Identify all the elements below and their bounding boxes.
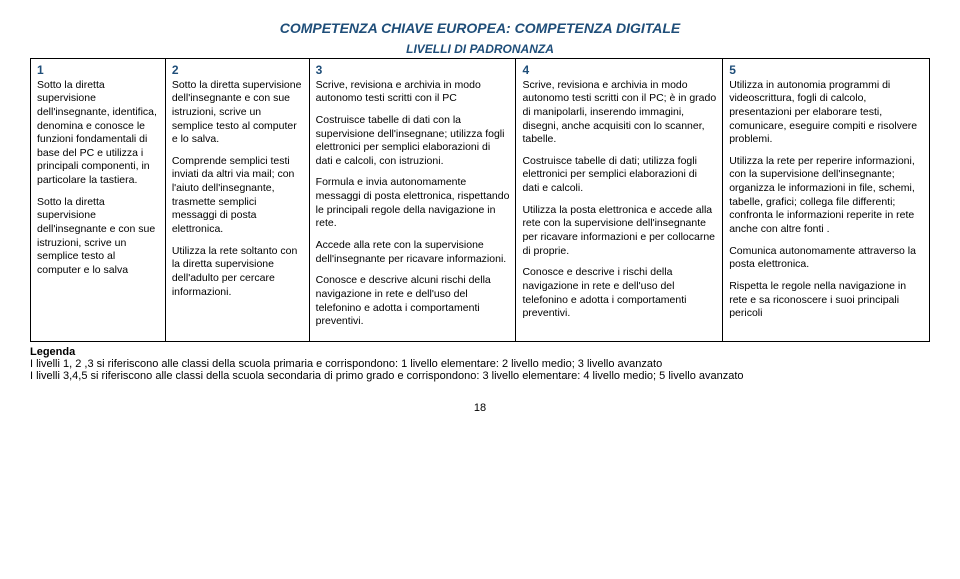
legend-line: I livelli 3,4,5 si riferiscono alle clas… [30,370,930,382]
paragraph: Accede alla rete con la supervisione del… [316,239,510,266]
page-title: COMPETENZA CHIAVE EUROPEA: COMPETENZA DI… [30,20,930,36]
paragraph: Conosce e descrive alcuni rischi della n… [316,274,510,329]
paragraph: Costruisce tabelle di dati; utilizza fog… [522,155,716,196]
cell-level-4: 4 Scrive, revisiona e archivia in modo a… [516,59,723,342]
paragraph: Conosce e descrive i rischi della naviga… [522,266,716,321]
paragraph: Utilizza la rete soltanto con la diretta… [172,245,303,300]
paragraph: Sotto la diretta supervisione dell'inseg… [172,79,303,147]
cell-level-1: 1 Sotto la diretta supervisione dell'ins… [31,59,166,342]
level-number: 4 [522,63,716,79]
legend-label: Legenda [30,346,930,358]
paragraph: Sotto la diretta supervisione dell'inseg… [37,79,159,188]
legend: Legenda I livelli 1, 2 ,3 si riferiscono… [30,346,930,382]
paragraph: Costruisce tabelle di dati con la superv… [316,114,510,169]
paragraph: Comprende semplici testi inviati da altr… [172,155,303,237]
paragraph: Utilizza in autonomia programmi di video… [729,79,923,147]
level-number: 5 [729,63,923,79]
paragraph: Scrive, revisiona e archivia in modo aut… [522,79,716,147]
cell-level-3: 3 Scrive, revisiona e archivia in modo a… [309,59,516,342]
paragraph: Formula e invia autonomamente messaggi d… [316,176,510,231]
legend-line: I livelli 1, 2 ,3 si riferiscono alle cl… [30,358,930,370]
level-number: 1 [37,63,159,79]
sub-title: LIVELLI DI PADRONANZA [30,42,930,56]
cell-level-2: 2 Sotto la diretta supervisione dell'ins… [165,59,309,342]
levels-table: 1 Sotto la diretta supervisione dell'ins… [30,58,930,342]
paragraph: Comunica autonomamente attraverso la pos… [729,245,923,272]
cell-level-5: 5 Utilizza in autonomia programmi di vid… [723,59,930,342]
paragraph: Utilizza la posta elettronica e accede a… [522,204,716,259]
paragraph: Rispetta le regole nella navigazione in … [729,280,923,321]
level-number: 2 [172,63,303,79]
paragraph: Utilizza la rete per reperire informazio… [729,155,923,237]
paragraph: Scrive, revisiona e archivia in modo aut… [316,79,510,106]
paragraph: Sotto la diretta supervisione dell'inseg… [37,196,159,278]
page-number: 18 [30,402,930,414]
level-number: 3 [316,63,510,79]
table-row: 1 Sotto la diretta supervisione dell'ins… [31,59,930,342]
